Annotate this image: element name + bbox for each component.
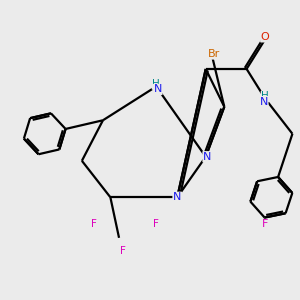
Text: H: H bbox=[261, 91, 269, 101]
Text: F: F bbox=[261, 219, 268, 230]
Text: H: H bbox=[152, 79, 160, 89]
Text: F: F bbox=[91, 219, 97, 229]
Text: N: N bbox=[203, 152, 212, 162]
Text: O: O bbox=[261, 32, 269, 42]
Text: N: N bbox=[154, 85, 162, 94]
Text: N: N bbox=[173, 192, 182, 202]
Text: Br: Br bbox=[208, 49, 220, 59]
Text: F: F bbox=[153, 219, 159, 229]
Text: N: N bbox=[260, 97, 268, 106]
Text: F: F bbox=[120, 246, 126, 256]
